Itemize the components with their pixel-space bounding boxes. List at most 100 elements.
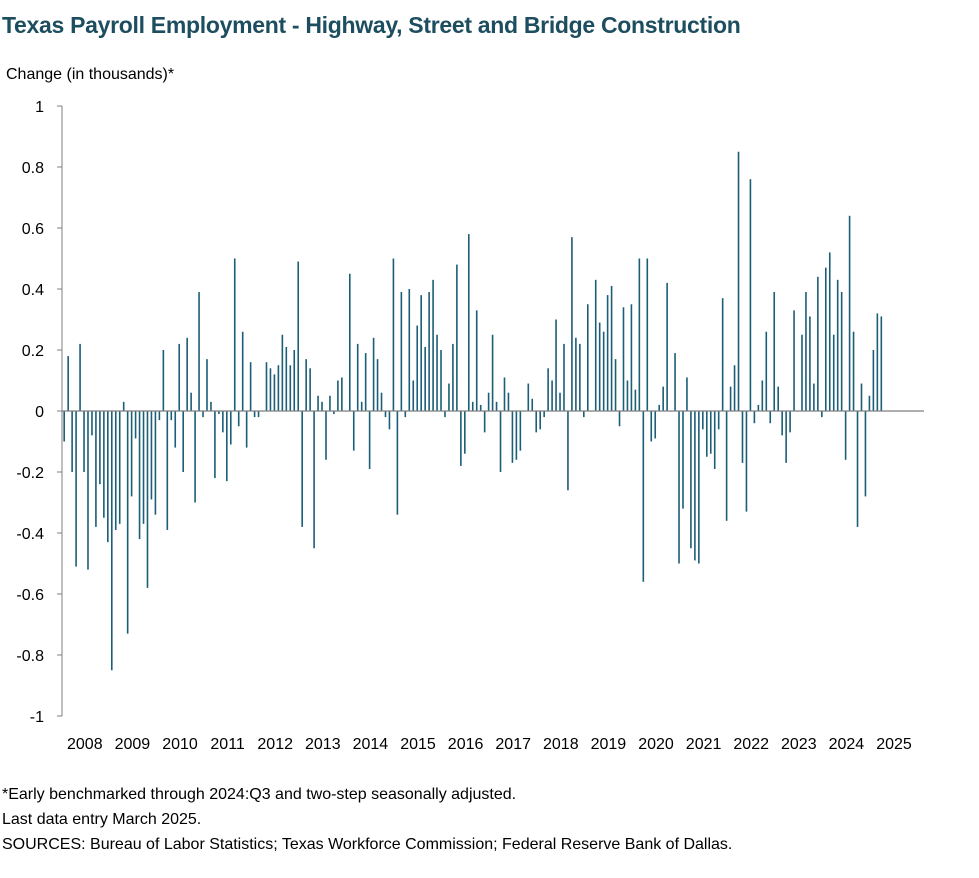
bar: [257, 411, 260, 418]
bar: [134, 411, 137, 439]
bar: [789, 411, 791, 433]
bar: [71, 411, 73, 472]
bar: [154, 411, 157, 515]
bar: [130, 411, 133, 497]
bar: [198, 292, 200, 411]
bar: [214, 411, 216, 479]
bar: [289, 365, 292, 411]
bar: [448, 383, 450, 411]
bar: [432, 279, 434, 411]
bar: [559, 392, 561, 411]
bar: [642, 411, 645, 582]
x-tick-label: 2021: [686, 736, 722, 753]
bar: [666, 282, 668, 411]
bar: [646, 258, 649, 411]
bar: [170, 411, 173, 421]
footnotes: *Early benchmarked through 2024:Q3 and t…: [2, 782, 732, 857]
bar: [245, 411, 248, 448]
bar: [575, 337, 577, 411]
footnote-sources: SOURCES: Bureau of Labor Statistics; Tex…: [2, 836, 733, 853]
bar: [202, 411, 204, 418]
y-tick-label: 0.6: [22, 221, 44, 238]
bar: [475, 310, 478, 411]
bar: [321, 401, 323, 411]
y-tick-label: 0.8: [22, 160, 44, 177]
bar: [285, 346, 288, 411]
bar: [765, 331, 768, 411]
x-tick-label: 2008: [67, 736, 103, 753]
bar: [178, 343, 181, 411]
bar: [408, 289, 411, 411]
bar: [876, 313, 879, 411]
bar: [420, 295, 422, 411]
bar: [456, 264, 458, 411]
bar: [682, 411, 684, 509]
bar: [579, 343, 581, 411]
y-tick-label: 0.4: [22, 282, 44, 299]
bar: [206, 359, 208, 411]
x-tick-label: 2025: [876, 736, 912, 753]
y-tick-label: -0.4: [16, 526, 44, 543]
bar: [828, 252, 831, 411]
bar: [126, 411, 129, 634]
bar: [813, 383, 815, 411]
bar: [103, 411, 105, 518]
bar: [483, 411, 486, 433]
bar: [686, 377, 688, 411]
bar: [218, 411, 220, 415]
y-tick-label: 0: [35, 404, 44, 421]
bar: [610, 285, 613, 411]
bar: [396, 411, 399, 515]
bar: [222, 411, 224, 433]
bar: [360, 401, 363, 411]
bar: [539, 411, 541, 430]
x-axis-ticks: 2008 2009 2010 2011 2012 2013 2014 2015 2016 2017…: [67, 736, 912, 753]
bar: [142, 411, 145, 524]
bar: [301, 411, 303, 527]
bar: [392, 258, 395, 411]
bar: [237, 411, 240, 427]
x-tick-label: 2017: [495, 736, 531, 753]
bar: [535, 411, 538, 433]
bar: [91, 411, 93, 436]
bar: [571, 237, 573, 411]
bar: [293, 350, 296, 411]
x-tick-label: 2010: [162, 736, 198, 753]
bar: [848, 215, 851, 411]
bar: [507, 392, 510, 411]
bar: [404, 411, 407, 418]
bar: [241, 331, 244, 411]
bar: [674, 353, 676, 411]
bar: [297, 261, 300, 411]
bar: [249, 362, 252, 411]
bar: [487, 392, 490, 411]
bar: [785, 411, 787, 463]
bar: [868, 395, 871, 411]
bar: [761, 380, 764, 411]
bar: [273, 374, 276, 411]
bar: [650, 411, 653, 442]
bar: [118, 411, 121, 524]
bar: [836, 279, 839, 411]
bar: [313, 411, 315, 549]
x-tick-label: 2012: [257, 736, 293, 753]
bar: [769, 411, 772, 424]
bar: [333, 411, 335, 415]
bar: [547, 368, 549, 411]
bar: [182, 411, 184, 472]
bar: [99, 411, 101, 485]
bar: [598, 322, 601, 411]
bar: [543, 411, 545, 418]
bar: [368, 411, 371, 469]
bar: [95, 411, 97, 527]
bar: [821, 411, 823, 418]
bar: [412, 380, 415, 411]
bar: [618, 411, 621, 427]
bar: [138, 411, 141, 540]
x-tick-label: 2023: [781, 736, 817, 753]
bar: [860, 383, 863, 411]
bar: [356, 343, 359, 411]
bar-series: [63, 151, 883, 671]
bar: [194, 411, 196, 503]
bar-chart: 10.80.60.40.20-0.2-0.4-0.6-0.8-1 2008 200…: [16, 99, 924, 753]
